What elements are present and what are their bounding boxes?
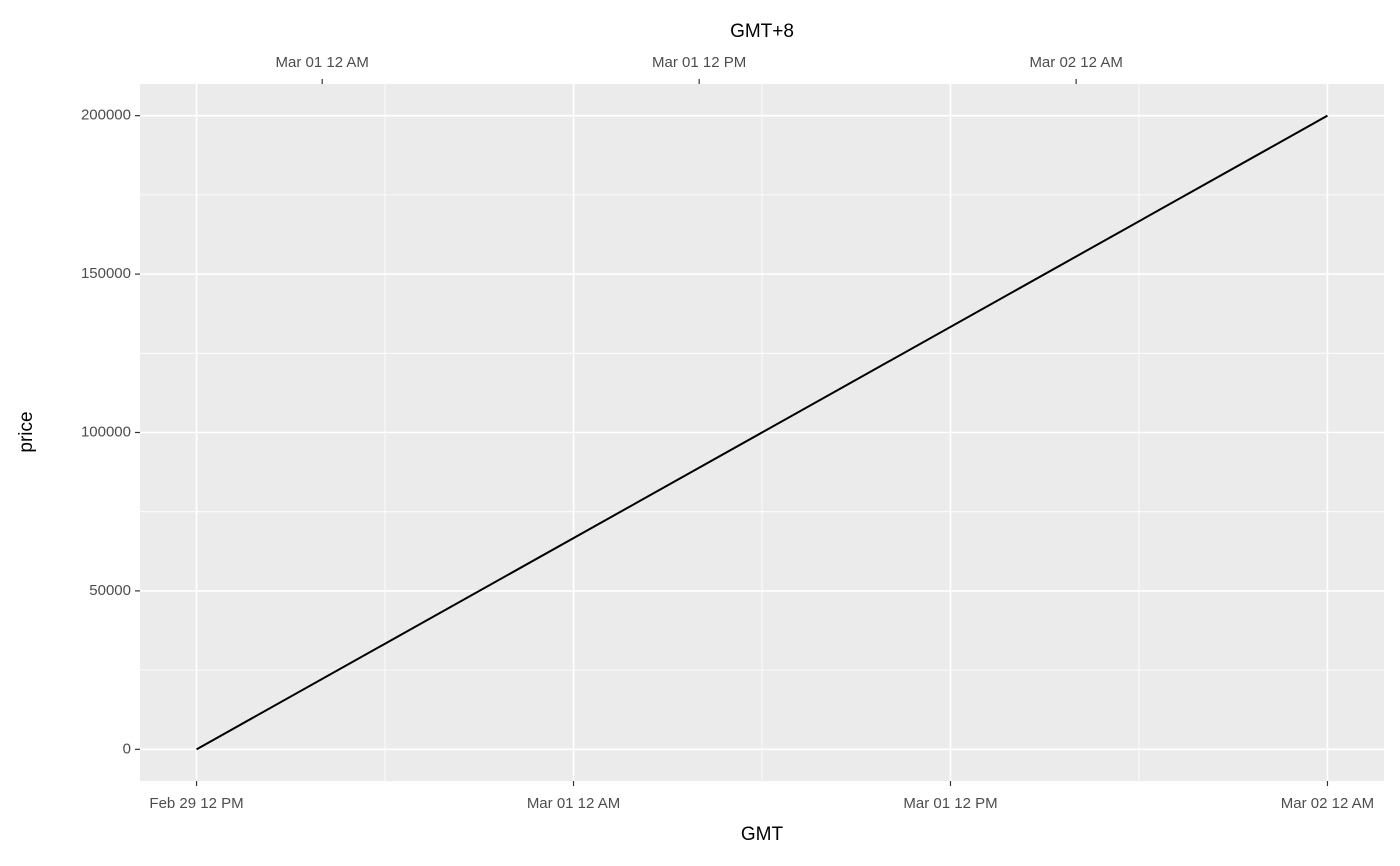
x-tick-label: Mar 02 12 AM	[1281, 795, 1374, 812]
y-axis-title: price	[16, 411, 37, 452]
x-axis-title: GMT	[741, 824, 784, 845]
x2-tick-label: Mar 02 12 AM	[1029, 54, 1122, 71]
line	[196, 114, 1328, 751]
y-tick-label: 0	[123, 740, 131, 757]
y-tick-label: 150000	[81, 265, 131, 282]
y-tick-label: 50000	[89, 582, 131, 599]
y-tick-label: 100000	[81, 423, 131, 440]
x2-axis-title: GMT+8	[730, 21, 794, 42]
y-tick-label: 200000	[81, 107, 131, 124]
x-tick-label: Mar 01 12 PM	[903, 795, 997, 812]
x-tick-label: Mar 01 12 AM	[527, 795, 620, 812]
x-tick-label: Feb 29 12 PM	[149, 795, 243, 812]
x2-tick-label: Mar 01 12 PM	[652, 54, 746, 71]
x2-tick-label: Mar 01 12 AM	[276, 54, 369, 71]
